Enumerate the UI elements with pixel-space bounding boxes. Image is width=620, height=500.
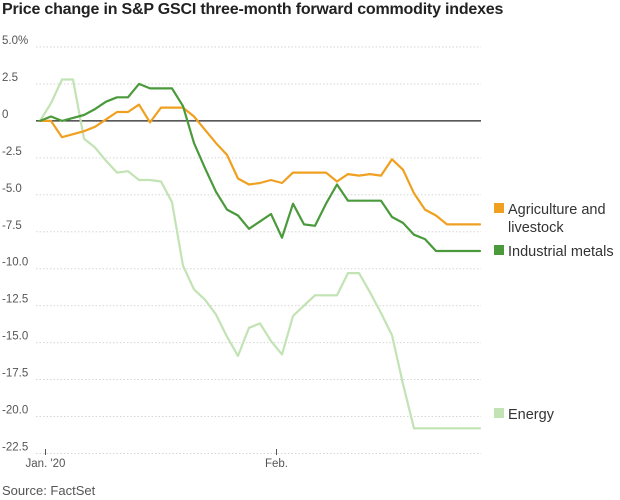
series-line-industrial-metals [38, 82, 482, 253]
legend-label: Industrial metals [508, 244, 614, 260]
y-tick-label: 0 [2, 109, 8, 121]
y-tick-label: 5.0% [2, 35, 28, 47]
y-tick-label: -15.0 [2, 331, 28, 343]
legend-swatch [494, 203, 504, 213]
x-tick-label: Feb. [265, 458, 288, 470]
y-tick-label: -12.5 [2, 294, 28, 306]
x-tick-label: Jan. '20 [26, 458, 66, 470]
legend-swatch [494, 245, 504, 255]
legend-swatch [494, 408, 504, 418]
legend-label: Energy [508, 407, 555, 423]
y-tick-label: -22.5 [2, 441, 28, 453]
source-note: Source: FactSet [2, 483, 96, 498]
y-tick-label: -20.0 [2, 405, 28, 417]
x-axis-ticks: Jan. '20 Feb. [26, 449, 288, 470]
legend: Agriculture and livestock Industrial metal… [494, 202, 614, 423]
y-tick-label: -10.0 [2, 257, 28, 269]
y-tick-label: -2.5 [2, 146, 22, 158]
series-line-energy [38, 78, 482, 430]
y-tick-label: -5.0 [2, 183, 22, 195]
y-axis-ticks: 5.0% 2.5 0 -2.5 -5.0 -7.5 -10.0 -12.5 -15.0 -17.5… [2, 35, 28, 453]
y-tick-label: 2.5 [2, 72, 18, 84]
series-lines [38, 78, 482, 430]
y-tick-label: -17.5 [2, 368, 28, 380]
chart-title: Price change in S&P GSCI three-month for… [2, 1, 504, 18]
legend-label: Agriculture and livestock [508, 202, 606, 236]
line-chart: 5.0% 2.5 0 -2.5 -5.0 -7.5 -10.0 -12.5 -15.0 -17.5… [2, 35, 614, 470]
series-line-agriculture-and-livestock [38, 103, 482, 226]
grid-lines [36, 46, 481, 454]
y-tick-label: -7.5 [2, 220, 22, 232]
